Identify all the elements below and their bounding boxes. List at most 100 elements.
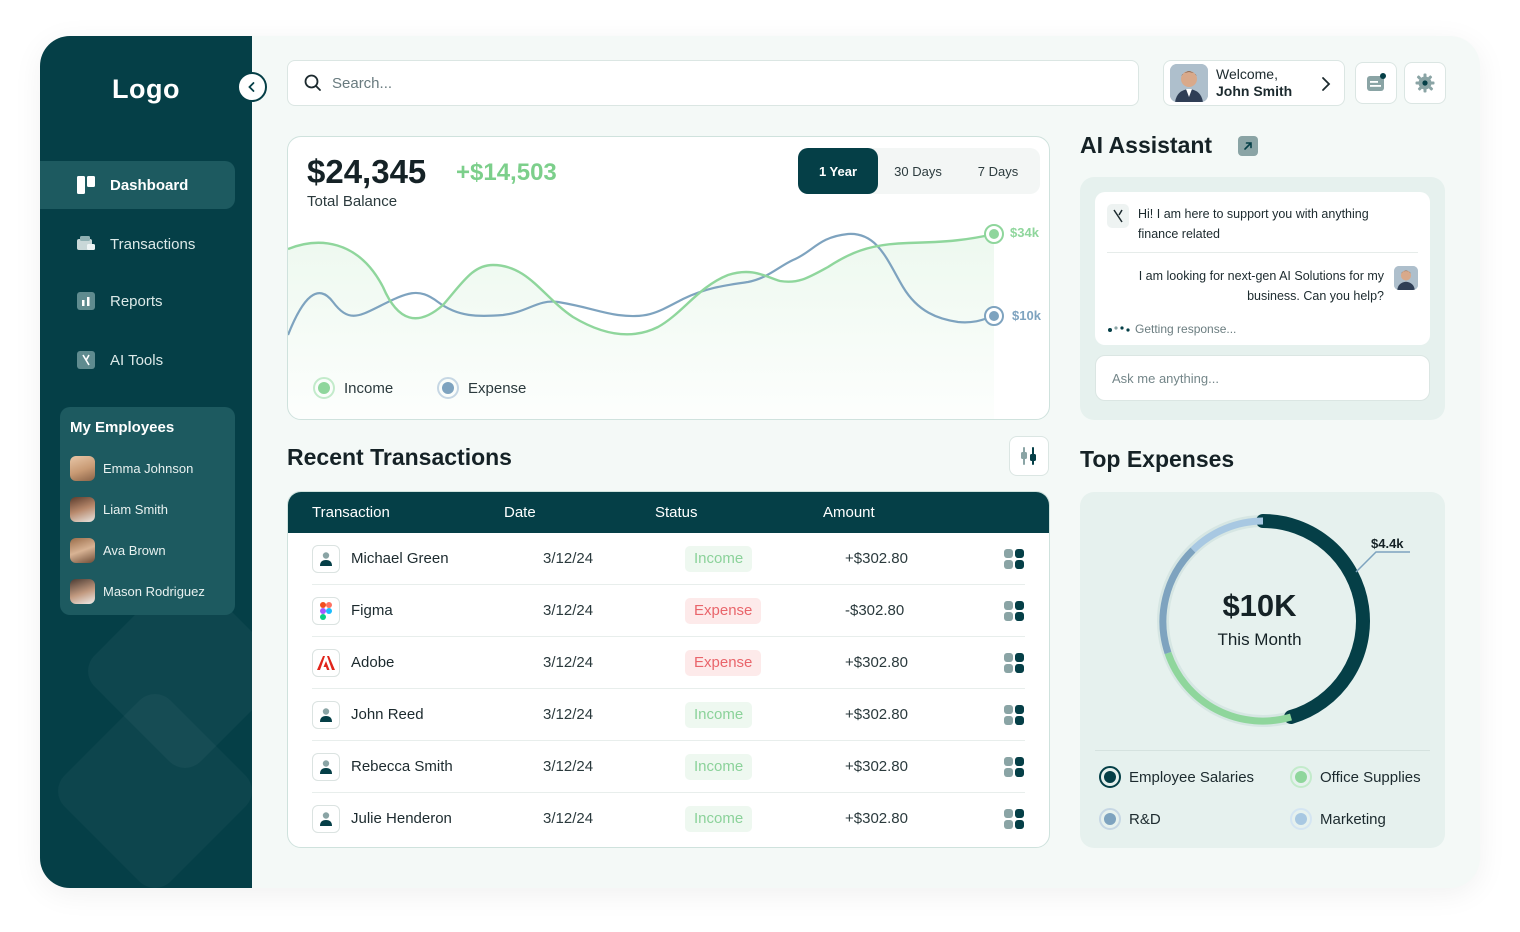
ai-assistant-panel: Hi! I am here to support you with anythi… xyxy=(1080,177,1445,420)
legend-dot-icon xyxy=(1099,766,1121,788)
table-row[interactable]: Rebecca Smith 3/12/24 Income +$302.80 xyxy=(312,741,1025,793)
welcome-text: Welcome, xyxy=(1216,66,1278,82)
transaction-amount: +$302.80 xyxy=(845,810,908,827)
notifications-button[interactable] xyxy=(1355,62,1397,104)
tab-1-year[interactable]: 1 Year xyxy=(798,148,878,194)
logo[interactable]: Logo xyxy=(112,74,180,104)
filter-button[interactable] xyxy=(1009,436,1049,476)
column-header[interactable]: Status xyxy=(655,504,698,521)
more-options-icon[interactable] xyxy=(1004,653,1024,673)
search-bar[interactable] xyxy=(287,60,1139,106)
status-badge: Expense xyxy=(685,650,762,676)
search-icon xyxy=(304,74,321,91)
tab-7-days[interactable]: 7 Days xyxy=(977,163,1019,179)
tab-30-days[interactable]: 30 Days xyxy=(894,163,942,179)
nav-item-dashboard[interactable]: Dashboard xyxy=(40,161,235,209)
income-end-marker-dot xyxy=(989,229,999,239)
typing-status: Getting response... xyxy=(1135,322,1237,336)
employees-panel: My Employees Emma Johnson Liam Smith Ava… xyxy=(60,407,235,615)
employees-title: My Employees xyxy=(70,419,175,436)
top-expenses-title: Top Expenses xyxy=(1080,446,1235,472)
balance-card: $24,345 +$14,503 Total Balance 1 Year 30… xyxy=(287,136,1050,420)
more-options-icon[interactable] xyxy=(1004,705,1024,725)
typing-dots-icon xyxy=(1108,326,1130,332)
transaction-amount: +$302.80 xyxy=(845,706,908,723)
recent-transactions-title: Recent Transactions xyxy=(287,444,512,470)
status-badge: Income xyxy=(685,702,753,728)
wallet-icon xyxy=(76,234,96,254)
more-options-icon[interactable] xyxy=(1004,809,1024,829)
transaction-date: 3/12/24 xyxy=(543,602,594,619)
legend-label: Employee Salaries xyxy=(1129,768,1255,786)
legend-office-supplies[interactable]: Office Supplies xyxy=(1290,766,1421,788)
avatar xyxy=(1170,64,1208,102)
donut-segment-r-and-d xyxy=(1159,547,1196,655)
expenses-period: This Month xyxy=(1217,630,1302,649)
expand-ai-button[interactable] xyxy=(1238,136,1258,156)
transaction-date: 3/12/24 xyxy=(543,810,594,827)
chevron-left-icon xyxy=(248,82,255,92)
user-profile-card[interactable]: Welcome, John Smith xyxy=(1163,60,1345,106)
legend-expense[interactable]: Expense xyxy=(437,377,526,399)
settings-button[interactable] xyxy=(1404,62,1446,104)
expense-end-label: $10k xyxy=(1012,308,1041,323)
more-options-icon[interactable] xyxy=(1004,549,1024,569)
sidebar: Logo Dashboard Transactions Reports AI T… xyxy=(40,36,252,888)
more-options-icon[interactable] xyxy=(1004,601,1024,621)
user-name: John Smith xyxy=(1216,83,1293,99)
expense-end-marker-dot xyxy=(989,311,999,321)
table-row[interactable]: Michael Green 3/12/24 Income +$302.80 xyxy=(312,533,1025,585)
expenses-total: $10K xyxy=(1222,588,1297,623)
bar-chart-icon xyxy=(76,291,96,311)
transaction-date: 3/12/24 xyxy=(543,706,594,723)
status-badge: Income xyxy=(685,754,753,780)
nav-item-reports[interactable]: Reports xyxy=(40,277,235,325)
transaction-amount: +$302.80 xyxy=(845,758,908,775)
person-icon xyxy=(312,805,340,833)
total-balance-label: Total Balance xyxy=(307,193,398,210)
column-header[interactable]: Date xyxy=(504,504,536,521)
legend-income[interactable]: Income xyxy=(313,377,393,399)
legend-label: Expense xyxy=(468,379,527,397)
legend-marketing[interactable]: Marketing xyxy=(1290,808,1386,830)
more-options-icon[interactable] xyxy=(1004,757,1024,777)
avatar xyxy=(70,538,95,563)
divider xyxy=(1095,750,1430,751)
avatar xyxy=(1394,266,1418,290)
person-icon xyxy=(312,753,340,781)
employee-item[interactable]: Emma Johnson xyxy=(70,448,225,489)
table-row[interactable]: John Reed 3/12/24 Income +$302.80 xyxy=(312,689,1025,741)
employee-item[interactable]: Liam Smith xyxy=(70,489,225,530)
collapse-sidebar-button[interactable] xyxy=(237,72,267,102)
column-header[interactable]: Transaction xyxy=(312,504,390,521)
employee-name: Ava Brown xyxy=(103,543,166,558)
bot-avatar-icon xyxy=(1107,204,1129,228)
table-row[interactable]: Figma 3/12/24 Expense -$302.80 xyxy=(312,585,1025,637)
typing-indicator: Getting response... xyxy=(1107,322,1236,336)
search-input[interactable] xyxy=(332,74,1032,92)
table-row[interactable]: Adobe 3/12/24 Expense +$302.80 xyxy=(312,637,1025,689)
employee-item[interactable]: Mason Rodriguez xyxy=(70,571,225,612)
divider xyxy=(1107,252,1418,253)
employee-item[interactable]: Ava Brown xyxy=(70,530,225,571)
nav-item-transactions[interactable]: Transactions xyxy=(40,220,235,268)
nav-label: Reports xyxy=(110,292,163,310)
legend-r-and-d[interactable]: R&D xyxy=(1099,808,1161,830)
bot-message: Hi! I am here to support you with anythi… xyxy=(1138,207,1369,241)
figma-icon xyxy=(312,597,340,625)
avatar xyxy=(70,579,95,604)
user-message: I am looking for next-gen AI Solutions f… xyxy=(1138,269,1384,303)
nav-item-ai-tools[interactable]: AI Tools xyxy=(40,336,235,384)
legend-dot-icon xyxy=(1290,808,1312,830)
column-header[interactable]: Amount xyxy=(823,504,875,521)
ask-ai-input[interactable] xyxy=(1095,355,1430,401)
donut-segment-marketing xyxy=(1190,517,1264,553)
legend-label: R&D xyxy=(1129,810,1161,828)
callout-line xyxy=(1355,551,1410,573)
expense-legend-icon xyxy=(437,377,459,399)
transaction-amount: -$302.80 xyxy=(845,602,905,619)
person-icon xyxy=(312,701,340,729)
legend-employee-salaries[interactable]: Employee Salaries xyxy=(1099,766,1254,788)
table-row[interactable]: Julie Henderon 3/12/24 Income +$302.80 xyxy=(312,793,1025,845)
legend-label: Office Supplies xyxy=(1320,768,1421,786)
